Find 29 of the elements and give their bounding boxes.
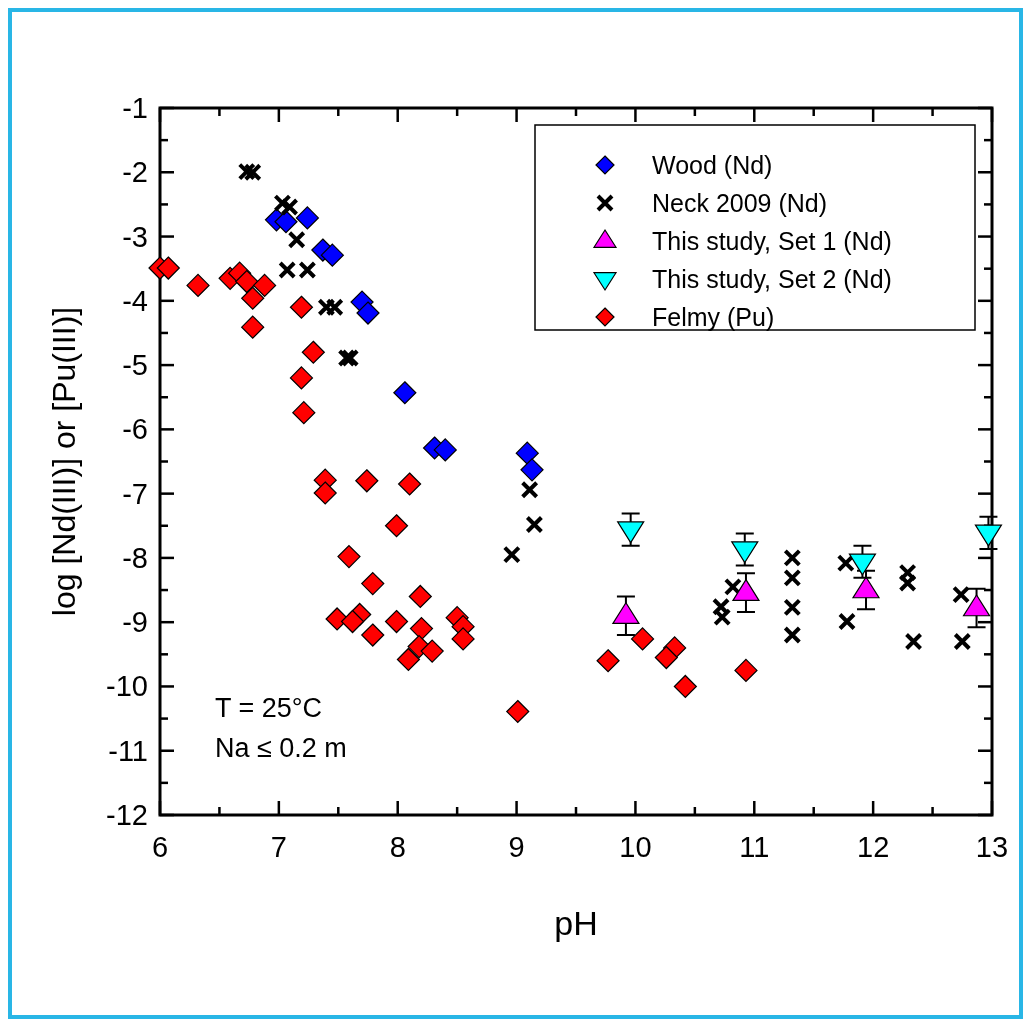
y-tick-label: -1 <box>122 92 148 124</box>
annotation: T = 25°C <box>215 693 323 723</box>
x-tick-label: 6 <box>151 831 169 863</box>
x-tick-label: 12 <box>857 831 890 863</box>
x-tick-label: 7 <box>270 831 287 863</box>
x-tick-label: 13 <box>975 831 1009 863</box>
y-tick-label: -4 <box>122 284 148 317</box>
y-tick-label: -5 <box>122 349 148 382</box>
annotation: Na ≤ 0.2 m <box>215 733 347 763</box>
legend-label: This study, Set 1 (Nd) <box>652 227 892 255</box>
y-axis-title: log [Nd(III)] or [Pu(III)] <box>46 306 82 617</box>
x-tick-label: 9 <box>508 831 525 863</box>
y-tick-label: -10 <box>106 670 148 703</box>
y-tick-label: -11 <box>108 734 148 767</box>
x-axis-title: pH <box>554 904 598 942</box>
legend-label: Wood (Nd) <box>652 151 773 179</box>
y-tick-label: -3 <box>122 220 148 253</box>
x-tick-label: 8 <box>389 831 406 863</box>
y-tick-label: -12 <box>106 799 148 831</box>
x-tick-label: 11 <box>739 831 770 863</box>
legend-label: Neck 2009 (Nd) <box>652 189 828 217</box>
y-tick-label: -9 <box>122 606 148 639</box>
y-tick-label: -2 <box>122 156 148 189</box>
y-tick-label: -6 <box>122 413 148 446</box>
legend-label: This study, Set 2 (Nd) <box>652 265 892 293</box>
y-tick-label: -7 <box>122 477 148 510</box>
x-tick-label: 10 <box>619 831 652 863</box>
y-tick-label: -8 <box>122 541 148 574</box>
legend-label: Felmy (Pu) <box>652 303 775 331</box>
